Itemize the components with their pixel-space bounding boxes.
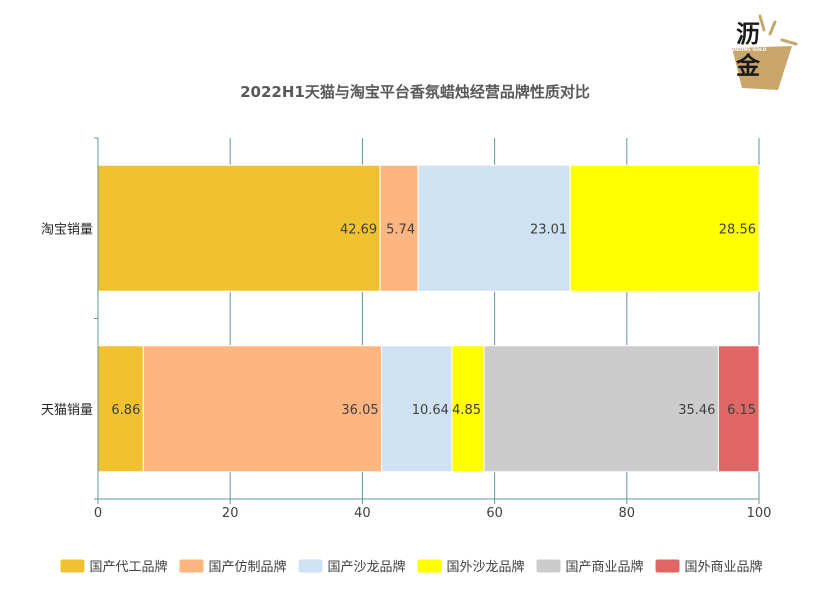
category-label: 天猫销量 (41, 403, 93, 418)
legend-swatch (655, 559, 680, 573)
category-label: 淘宝销量 (41, 222, 93, 237)
x-tick-label: 40 (354, 506, 371, 521)
legend-label: 国外商业品牌 (685, 559, 763, 575)
bar-segment (569, 164, 760, 292)
bar-segment (381, 345, 453, 473)
logo-char-bottom: 金 (735, 52, 761, 80)
bar-segment (717, 345, 760, 473)
chart-title: 2022H1天猫与淘宝平台香氛蜡烛经营品牌性质对比 (240, 83, 590, 101)
x-tick-label: 100 (747, 506, 772, 521)
legend-swatch (179, 559, 204, 573)
legend-swatch (417, 559, 442, 573)
bar-segment (451, 345, 485, 473)
bar-segment (417, 164, 571, 292)
data-label: 6.15 (727, 403, 756, 418)
data-label: 5.74 (386, 222, 415, 237)
legend-label: 国产沙龙品牌 (327, 559, 405, 575)
x-tick-label: 0 (94, 506, 102, 521)
legend-swatch (298, 559, 323, 573)
findinggold-logo: 沥 FINDING GOLD 金 (729, 14, 798, 90)
data-label: 4.85 (452, 403, 481, 418)
x-tick-label: 60 (486, 506, 503, 521)
legend-label: 国外沙龙品牌 (447, 559, 525, 575)
x-tick-label: 20 (222, 506, 239, 521)
data-labels: 42.69 5.74 23.01 28.56 6.86 36.05 10.64 4.85 35.… (111, 222, 756, 418)
legend-swatch (536, 559, 561, 573)
bars (97, 164, 760, 473)
data-label: 6.86 (111, 403, 140, 418)
data-label: 28.56 (719, 222, 756, 237)
bar-segment (483, 345, 719, 473)
legend-label: 国产代工品牌 (89, 559, 167, 575)
logo-emblem (732, 46, 792, 90)
logo-tagline: FINDING GOLD (729, 47, 766, 53)
data-label: 35.46 (678, 403, 715, 418)
x-tick-label: 80 (619, 506, 636, 521)
legend-swatch (60, 559, 85, 573)
legend: 国产代工品牌 国产仿制品牌 国产沙龙品牌 国外沙龙品牌 国产商业品牌 国外商业品牌 (60, 559, 763, 575)
data-label: 36.05 (341, 403, 378, 418)
bar-segment (379, 164, 419, 292)
bar-segment (97, 164, 381, 292)
legend-label: 国产商业品牌 (566, 559, 644, 575)
data-label: 10.64 (412, 403, 449, 418)
legend-label: 国产仿制品牌 (208, 559, 286, 575)
data-label: 23.01 (530, 222, 567, 237)
logo-char-top: 沥 (736, 20, 760, 48)
data-label: 42.69 (340, 222, 377, 237)
